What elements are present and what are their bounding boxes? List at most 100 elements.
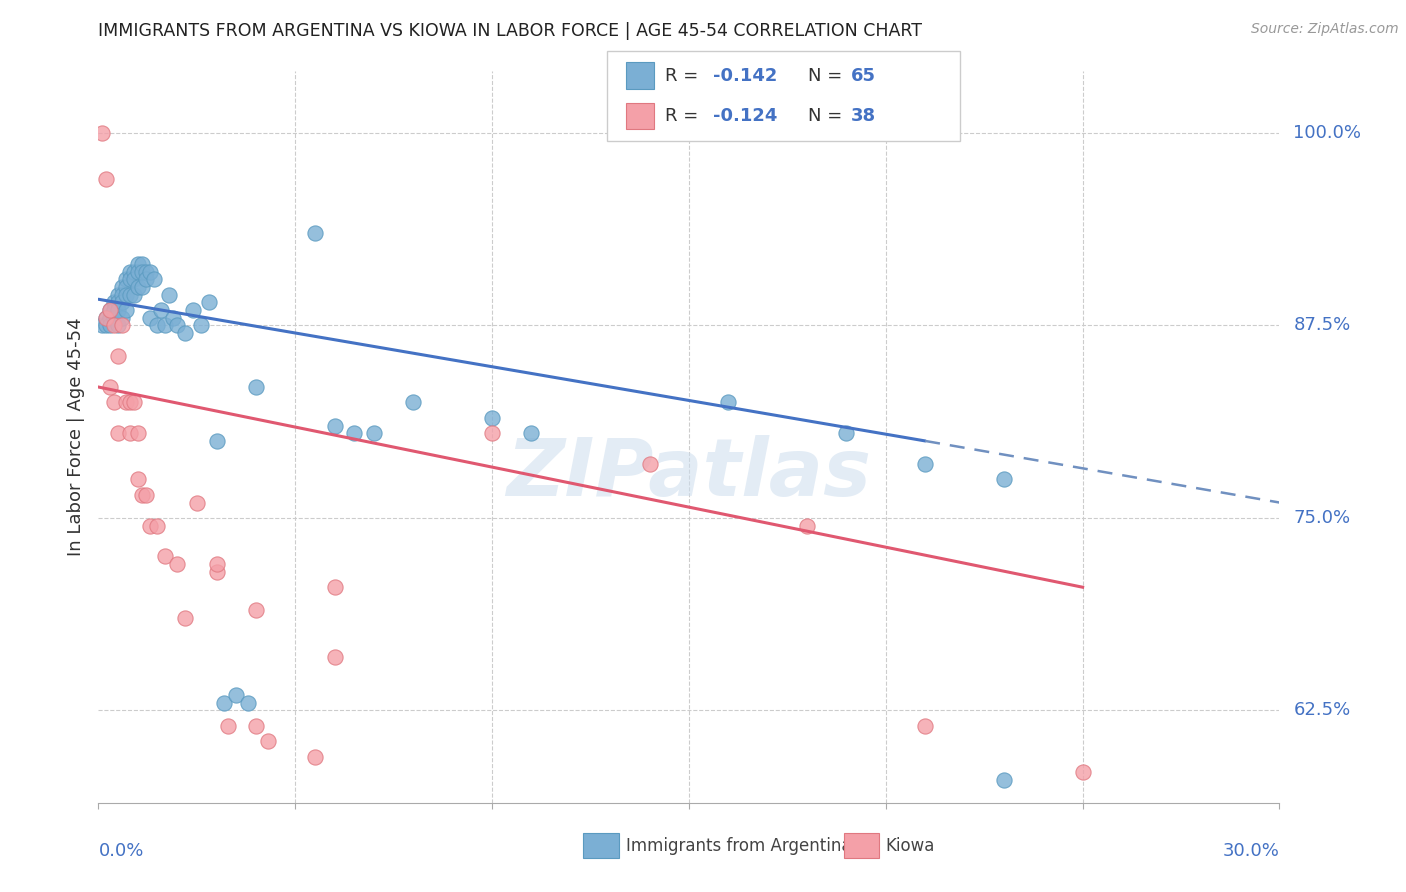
Point — [131, 264, 153, 278]
Point — [131, 280, 153, 294]
Text: 100.0%: 100.0% — [1294, 124, 1361, 142]
Point — [236, 696, 259, 710]
Text: 65: 65 — [851, 67, 876, 85]
Point — [993, 472, 1015, 486]
Point — [115, 272, 138, 286]
Text: 87.5%: 87.5% — [1294, 317, 1351, 334]
Point — [122, 395, 145, 409]
Point — [225, 688, 247, 702]
Point — [131, 257, 153, 271]
Point — [111, 295, 134, 310]
Text: 0.0%: 0.0% — [98, 842, 143, 860]
Point — [91, 318, 114, 333]
Text: 30.0%: 30.0% — [1223, 842, 1279, 860]
Point — [166, 318, 188, 333]
Point — [205, 434, 228, 448]
Point — [638, 457, 661, 471]
Text: 38: 38 — [851, 107, 876, 125]
Point — [115, 303, 138, 318]
Text: R =: R = — [665, 107, 704, 125]
Point — [146, 318, 169, 333]
Point — [127, 257, 149, 271]
Point — [138, 518, 160, 533]
Point — [122, 264, 145, 278]
Point — [717, 395, 740, 409]
Point — [402, 395, 425, 409]
Point — [181, 303, 204, 318]
Point — [98, 303, 121, 318]
Point — [155, 318, 177, 333]
Point — [111, 318, 134, 333]
Point — [796, 518, 818, 533]
Point — [174, 611, 197, 625]
Text: -0.142: -0.142 — [713, 67, 778, 85]
Text: N =: N = — [808, 67, 848, 85]
Text: Source: ZipAtlas.com: Source: ZipAtlas.com — [1251, 22, 1399, 37]
Point — [118, 395, 141, 409]
Point — [103, 318, 125, 333]
Point — [157, 287, 180, 301]
Point — [122, 272, 145, 286]
Point — [135, 488, 157, 502]
Point — [186, 495, 208, 509]
Point — [304, 749, 326, 764]
Point — [103, 310, 125, 325]
Point — [115, 395, 138, 409]
Point — [135, 272, 157, 286]
Point — [162, 310, 184, 325]
Point — [98, 380, 121, 394]
Point — [127, 472, 149, 486]
Text: IMMIGRANTS FROM ARGENTINA VS KIOWA IN LABOR FORCE | AGE 45-54 CORRELATION CHART: IMMIGRANTS FROM ARGENTINA VS KIOWA IN LA… — [98, 22, 922, 40]
Point — [111, 310, 134, 325]
Point — [107, 349, 129, 363]
Text: Immigrants from Argentina: Immigrants from Argentina — [626, 837, 851, 855]
Point — [138, 310, 160, 325]
Point — [993, 772, 1015, 787]
Point — [103, 303, 125, 318]
Point — [190, 318, 212, 333]
Point — [127, 426, 149, 441]
Point — [122, 287, 145, 301]
Point — [205, 565, 228, 579]
Point — [96, 310, 118, 325]
Point — [127, 264, 149, 278]
Point — [155, 549, 177, 564]
Point — [127, 280, 149, 294]
Point — [1071, 764, 1094, 779]
Point — [174, 326, 197, 340]
Point — [103, 395, 125, 409]
Point — [323, 580, 346, 594]
Text: ZIPatlas: ZIPatlas — [506, 434, 872, 513]
Point — [118, 264, 141, 278]
Point — [256, 734, 278, 748]
Point — [304, 226, 326, 240]
Point — [111, 280, 134, 294]
Text: Kiowa: Kiowa — [886, 837, 935, 855]
Point — [142, 272, 165, 286]
Point — [107, 287, 129, 301]
Point — [107, 303, 129, 318]
Point — [98, 303, 121, 318]
Point — [323, 418, 346, 433]
Point — [138, 264, 160, 278]
Point — [96, 172, 118, 186]
Text: 75.0%: 75.0% — [1294, 509, 1351, 527]
Text: 62.5%: 62.5% — [1294, 701, 1351, 720]
Point — [205, 557, 228, 571]
Point — [107, 318, 129, 333]
Point — [214, 696, 236, 710]
Point — [107, 295, 129, 310]
Point — [323, 649, 346, 664]
Point — [245, 603, 267, 617]
Text: R =: R = — [665, 67, 704, 85]
Point — [245, 719, 267, 733]
Point — [115, 287, 138, 301]
Point — [96, 310, 118, 325]
Point — [363, 426, 385, 441]
Point — [107, 426, 129, 441]
Point — [481, 410, 503, 425]
Point — [166, 557, 188, 571]
Point — [131, 488, 153, 502]
Point — [103, 295, 125, 310]
Text: -0.124: -0.124 — [713, 107, 778, 125]
